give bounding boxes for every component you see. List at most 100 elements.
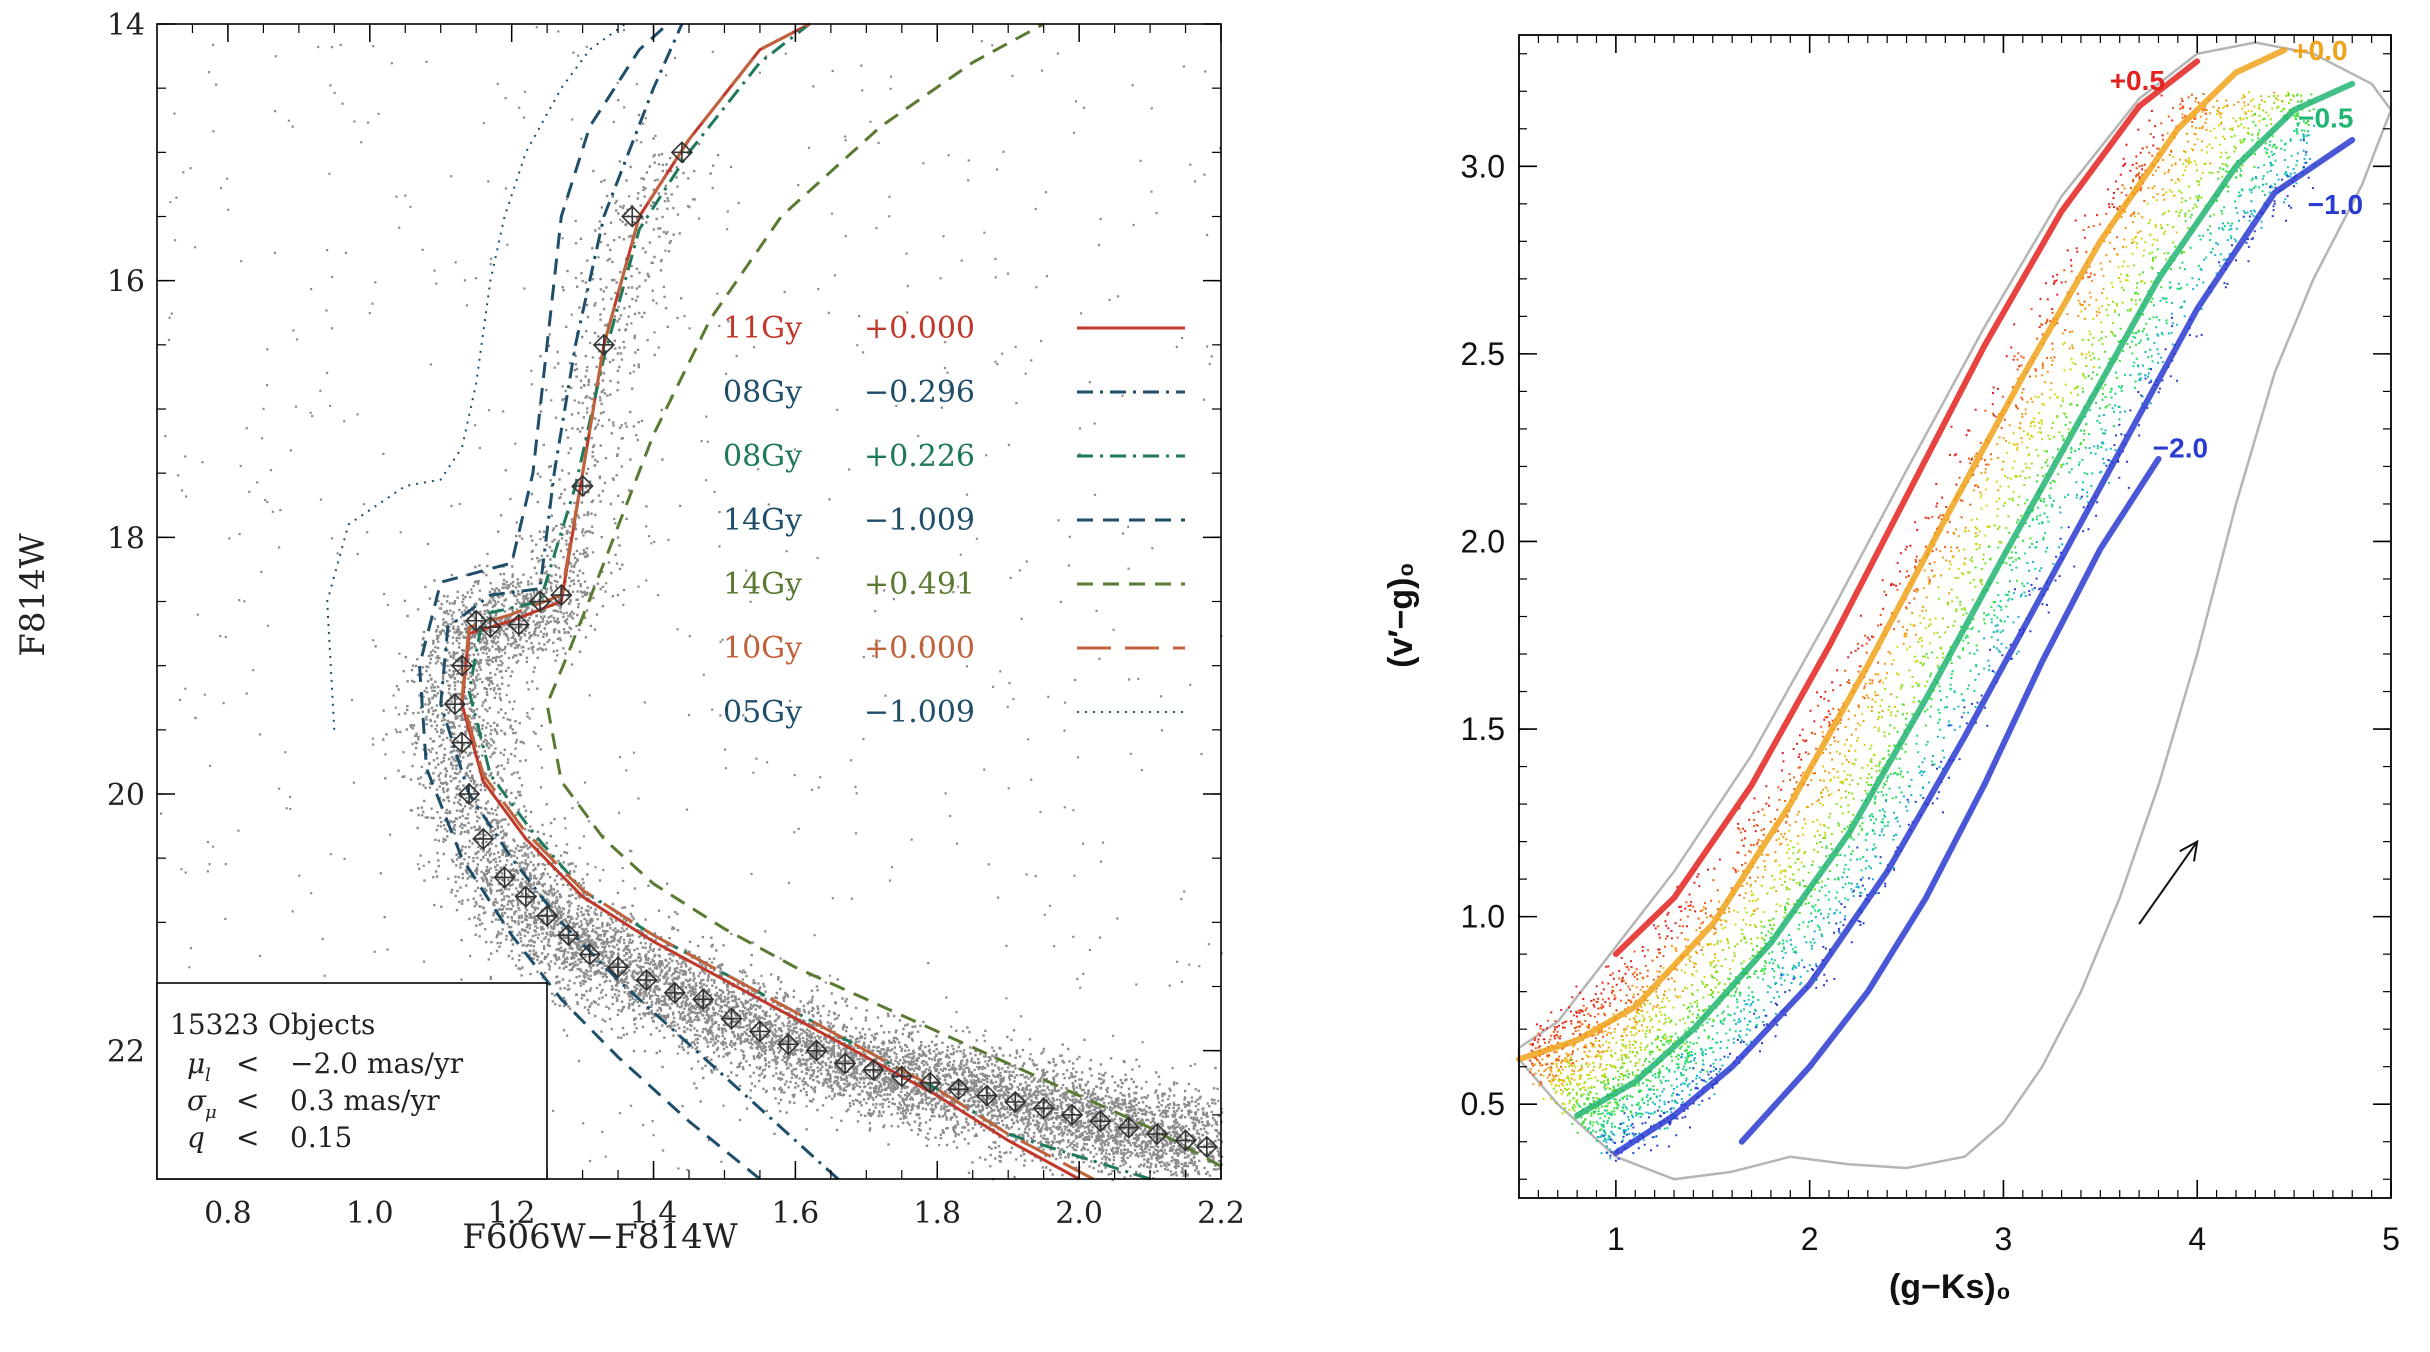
y-tick-label: 16	[107, 265, 145, 300]
left-axis-ticks: 0.8 1.0 1.2 1.4 1.6 1.8 2.0 2.2 14 16 18 20 22	[107, 8, 1245, 1231]
ridge-marker	[557, 924, 580, 947]
x-tick-label: 4	[2188, 1221, 2206, 1257]
ridge-marker	[1060, 1103, 1084, 1126]
ridge-marker	[457, 782, 481, 806]
legend-age: 11Gy	[723, 311, 802, 346]
ridge-marker	[550, 583, 573, 607]
legend-feh: −1.009	[864, 695, 975, 730]
info-value: −2.0 mas/yr	[290, 1047, 464, 1080]
track-label: −0.5	[2298, 103, 2353, 134]
y-tick-label: 22	[107, 1035, 145, 1070]
x-tick-label: 2.2	[1197, 1196, 1245, 1231]
ridge-marker	[443, 693, 467, 716]
x-tick-label: 1.4	[630, 1196, 678, 1231]
metallicity-track	[1738, 455, 2162, 1145]
x-tick-label: 5	[2382, 1221, 2400, 1257]
ridge-marker	[919, 1071, 942, 1094]
legend-feh: −0.296	[864, 375, 975, 410]
left-x-axis-label: F606W−F814W	[462, 1217, 737, 1257]
legend-age: 05Gy	[723, 695, 802, 730]
star-points-colour-bin	[1571, 93, 2315, 1134]
ridge-marker	[493, 866, 516, 889]
y-tick-label: 14	[107, 8, 145, 43]
x-tick-label: 1	[1607, 1221, 1625, 1257]
metallicity-track	[1612, 58, 2201, 958]
ridge-marker	[1117, 1116, 1140, 1139]
metallicity-track	[1574, 80, 2356, 1119]
right-x-axis-label: (g−Ks)₀	[1889, 1268, 2011, 1306]
ridge-marker	[472, 827, 495, 851]
isochrone-line	[418, 22, 761, 1181]
y-tick-label: 0.5	[1461, 1086, 1505, 1122]
ridge-marker	[1004, 1090, 1027, 1114]
right-star-points	[1529, 91, 2316, 1162]
x-tick-label: 0.8	[204, 1196, 252, 1231]
legend-feh: +0.000	[864, 311, 975, 346]
isochrone-line	[467, 22, 1151, 1181]
info-value: 0.3 mas/yr	[290, 1084, 440, 1117]
left-ridge-markers	[443, 141, 1218, 1159]
right-metallicity-tracks	[1516, 47, 2356, 1156]
right-axis-ticks: 1 2 3 4 5 0.5 1.0 1.5 2.0 2.5 3.0	[1461, 35, 2400, 1257]
isochrone-line	[326, 23, 626, 730]
legend-age: 10Gy	[723, 631, 802, 666]
ridge-marker	[507, 613, 530, 636]
ridge-marker	[450, 654, 474, 677]
info-row: q <0.15	[187, 1121, 352, 1154]
legend-feh: +0.491	[864, 567, 975, 602]
legend-age: 14Gy	[723, 503, 802, 538]
ridge-marker	[1089, 1110, 1112, 1133]
track-label: −2.0	[2153, 433, 2208, 464]
star-points-colour-bin	[1578, 100, 2310, 1142]
ridge-marker	[890, 1065, 913, 1088]
ridge-marker	[536, 904, 559, 928]
star-points-colour-bin	[1529, 94, 2192, 1062]
right-envelope	[1517, 41, 2393, 1181]
info-value: 0.15	[290, 1121, 352, 1154]
ridge-marker	[1032, 1097, 1055, 1120]
ridge-marker	[621, 205, 644, 228]
metallicity-track	[1612, 137, 2356, 1156]
envelope-outline	[1517, 41, 2393, 1181]
legend-entry: 14Gy −1.009	[723, 503, 1185, 538]
y-tick-label: 2.5	[1461, 336, 1505, 372]
ridge-marker	[635, 968, 658, 992]
legend-feh: +0.000	[864, 631, 975, 666]
x-tick-label: 1.6	[772, 1196, 820, 1231]
left-y-axis-label: F814W	[13, 533, 53, 656]
star-points-colour-bin	[1542, 91, 2290, 1115]
x-tick-label: 3	[1995, 1221, 2013, 1257]
ridge-marker	[1195, 1135, 1218, 1159]
ridge-marker	[692, 988, 715, 1011]
isochrone-line	[439, 23, 840, 1181]
right-colorcolor-panel: 1 2 3 4 5 0.5 1.0 1.5 2.0 2.5 3.0 +0.5 +0.0 −0.5 −1.0…	[1382, 34, 2400, 1306]
info-row: σμ <0.3 mas/yr	[187, 1084, 440, 1123]
ridge-marker	[862, 1058, 885, 1082]
info-operator: <	[236, 1047, 259, 1080]
info-symbol: σ	[187, 1084, 207, 1117]
ridge-marker	[450, 731, 474, 754]
info-subscript: l	[205, 1065, 211, 1086]
x-tick-label: 1.2	[488, 1196, 536, 1231]
left-info-box: 15323 Objects μ l < −2.0 mas/yr σμ <0.3 mas/y…	[156, 982, 548, 1180]
legend-feh: +0.226	[864, 439, 975, 474]
legend-entry: 11Gy +0.000	[723, 311, 1185, 346]
track-label: +0.0	[2292, 35, 2347, 66]
ridge-marker	[805, 1039, 828, 1062]
ridge-marker	[528, 590, 552, 613]
left-isochrones	[326, 22, 1222, 1181]
y-tick-label: 3.0	[1461, 148, 1505, 184]
ridge-marker	[1146, 1122, 1169, 1146]
info-symbol: q	[187, 1121, 205, 1154]
legend-entry: 05Gy −1.009	[723, 695, 1185, 730]
y-tick-label: 1.0	[1461, 899, 1505, 935]
info-operator: <	[236, 1084, 259, 1117]
info-row: μ l < −2.0 mas/yr	[187, 1047, 464, 1086]
metallicity-track	[1516, 47, 2288, 1063]
ridge-marker	[592, 333, 616, 356]
x-tick-label: 1.0	[346, 1196, 394, 1231]
right-y-axis-label: (v′−g)₀	[1382, 562, 1420, 668]
x-tick-label: 2	[1801, 1221, 1819, 1257]
legend-age: 08Gy	[723, 439, 802, 474]
